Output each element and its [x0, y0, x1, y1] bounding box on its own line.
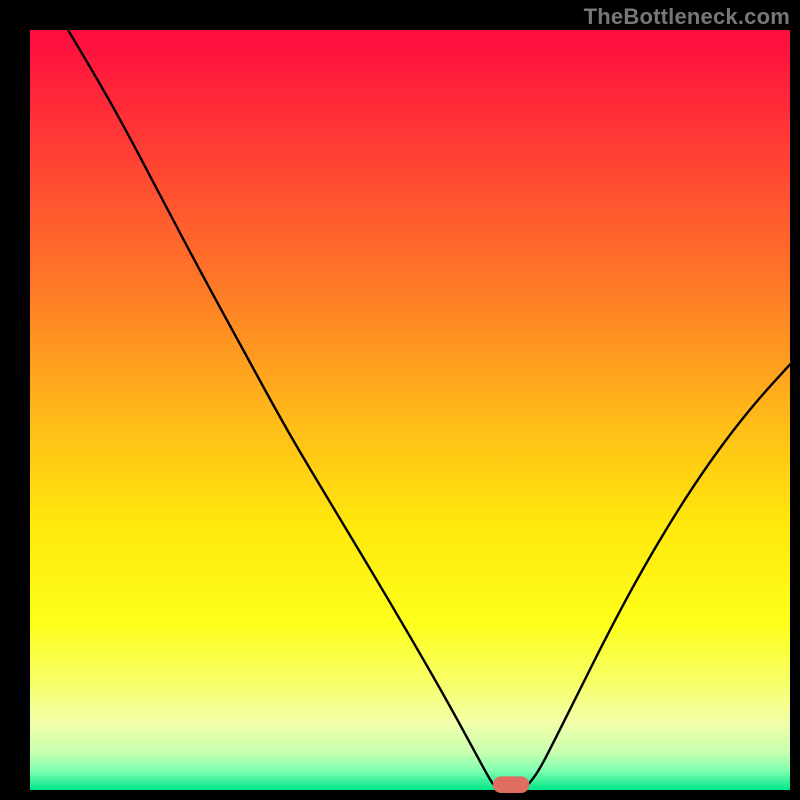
valley-marker: [493, 776, 529, 793]
plot-background: [30, 30, 790, 790]
bottleneck-chart: [0, 0, 800, 800]
chart-frame: TheBottleneck.com: [0, 0, 800, 800]
watermark-text: TheBottleneck.com: [584, 4, 790, 30]
